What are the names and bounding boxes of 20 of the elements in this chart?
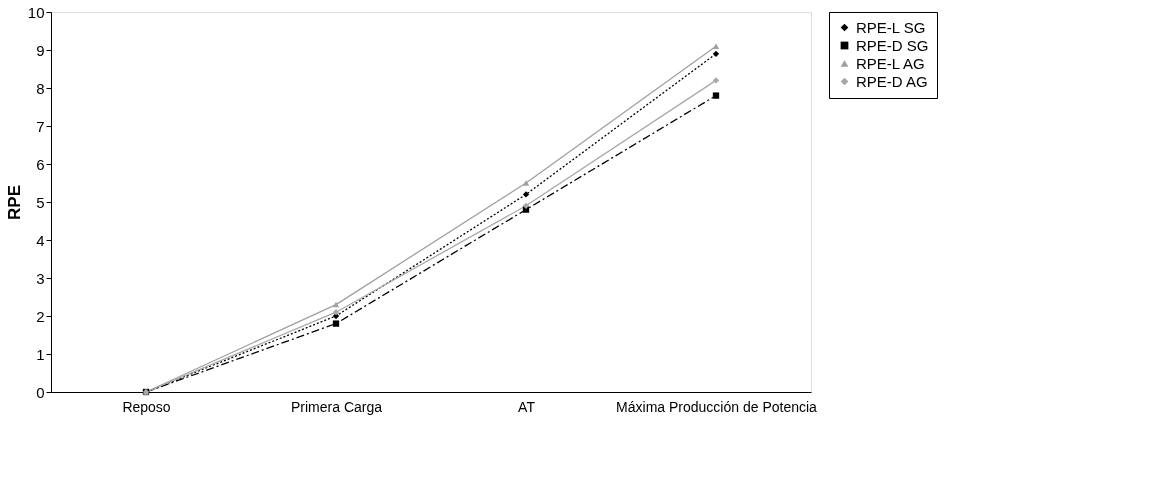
y-tick-label: 6	[36, 155, 45, 173]
y-tick-label: 9	[36, 41, 45, 59]
x-tick-label: Reposo	[122, 398, 171, 415]
y-tick-label: 1	[36, 345, 45, 363]
legend-label: RPE-D AG	[856, 72, 928, 90]
y-tick-label: 5	[36, 193, 45, 211]
y-tick-label: 3	[36, 269, 45, 287]
legend-label: RPE-L SG	[856, 18, 926, 36]
y-tick-label: 7	[36, 117, 45, 135]
legend-label: RPE-D SG	[856, 36, 929, 54]
x-tick-label: AT	[518, 398, 536, 415]
x-tick-label: Máxima Producción de Potencia	[616, 398, 818, 415]
y-axis-title: RPE	[4, 185, 24, 220]
y-tick-label: 4	[36, 231, 45, 249]
y-tick-label: 8	[36, 79, 45, 97]
y-tick-label: 10	[27, 3, 45, 21]
y-tick-label: 2	[36, 307, 45, 325]
legend-label: RPE-L AG	[856, 54, 925, 72]
y-tick-label: 0	[36, 383, 45, 401]
x-tick-label: Primera Carga	[290, 398, 383, 415]
